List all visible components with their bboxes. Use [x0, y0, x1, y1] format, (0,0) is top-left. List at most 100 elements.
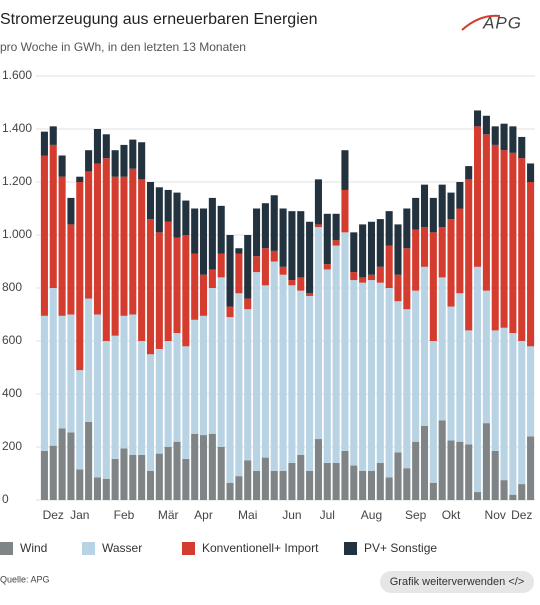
bar-segment: [376, 462, 384, 500]
bar-segment: [85, 298, 93, 422]
bar-segment: [226, 317, 234, 483]
bar-segment: [93, 163, 101, 315]
bar-segment: [49, 144, 57, 288]
bar-segment: [420, 184, 429, 228]
bar-segment: [429, 197, 437, 233]
bar-segment: [500, 150, 508, 328]
bar-segment: [314, 227, 322, 440]
bar-segment: [279, 274, 287, 471]
bar-segment: [412, 290, 420, 442]
x-tick-label: Okt: [442, 508, 461, 522]
bar-segment: [49, 445, 57, 500]
bar-segment: [385, 245, 393, 288]
bar-segment: [182, 458, 190, 500]
bar-segment: [111, 458, 119, 500]
bar-segment: [376, 219, 384, 267]
bar-segment: [76, 469, 84, 500]
bar-segment: [376, 266, 384, 283]
bar-segment: [120, 448, 128, 500]
bar-segment: [173, 333, 181, 442]
bar-segment: [191, 208, 199, 254]
legend-label: Konventionell+ Import: [202, 541, 319, 555]
bar-segment: [217, 447, 225, 500]
bar-segment: [138, 454, 146, 500]
bar-segment: [164, 189, 172, 222]
bar-segment: [173, 237, 181, 334]
y-tick-label: 800: [2, 280, 22, 294]
bar-segment: [367, 470, 376, 500]
bar-segment: [173, 441, 181, 500]
source: Quelle: APG: [0, 574, 50, 584]
bar-segment: [465, 166, 473, 180]
bar-segment: [509, 494, 517, 500]
bar-segment: [518, 341, 526, 485]
x-tick-label: Jun: [282, 508, 301, 522]
bar-segment: [155, 348, 163, 454]
bar-segment: [199, 315, 208, 436]
bar-segment: [217, 253, 225, 278]
bar-segment: [447, 306, 455, 441]
bar-segment: [93, 129, 101, 164]
bar-segment: [155, 453, 163, 500]
bar-segment: [155, 187, 163, 233]
bar-segment: [482, 423, 490, 500]
bar-segment: [244, 460, 252, 500]
bar-segment: [456, 208, 464, 294]
bar-segment: [235, 476, 243, 500]
bar-segment: [456, 182, 464, 209]
bar-segment: [208, 433, 216, 500]
bar-segment: [244, 309, 252, 461]
legend-label: Wasser: [102, 541, 142, 555]
bar-segment: [102, 478, 110, 500]
bar-segment: [474, 126, 482, 267]
button-label[interactable]: Grafik weiterverwenden </>: [390, 576, 525, 588]
bar-segment: [146, 354, 155, 471]
bar-segment: [367, 274, 376, 281]
chart-title: Stromerzeugung aus erneuerbaren Energien: [0, 11, 318, 28]
bar-segment: [314, 179, 322, 225]
bar-segment: [253, 208, 261, 257]
bar-segment: [429, 232, 437, 341]
x-tick-label: Dez: [511, 508, 532, 522]
bar-segment: [120, 176, 128, 316]
bar-segment: [385, 211, 393, 246]
bar-segment: [129, 168, 137, 315]
bar-segment: [394, 274, 402, 302]
bar-segment: [261, 457, 269, 500]
bar-segment: [58, 428, 66, 500]
bar-segment: [465, 179, 473, 331]
bar-segment: [199, 274, 208, 316]
bar-segment: [403, 208, 411, 249]
bar-segment: [208, 288, 216, 434]
bar-segment: [314, 224, 322, 228]
bar-segment: [341, 232, 349, 451]
x-tick-label: Sep: [405, 508, 427, 522]
bar-segment: [482, 115, 490, 135]
bar-segment: [385, 477, 393, 500]
bar-segment: [403, 309, 411, 469]
x-tick-label: Feb: [114, 508, 135, 522]
bar-segment: [350, 272, 358, 281]
bar-segment: [429, 482, 437, 500]
reuse-button[interactable]: Grafik weiterverwenden </>: [380, 571, 534, 593]
bar-segment: [297, 290, 305, 455]
bar-segment: [367, 221, 376, 275]
bar-segment: [332, 213, 340, 241]
bar-segment: [226, 235, 234, 307]
bar-segment: [509, 333, 517, 495]
button-bg[interactable]: [380, 571, 534, 593]
bar-segment: [518, 484, 526, 500]
bar-segment: [111, 335, 119, 459]
legend-label: Wind: [20, 541, 47, 555]
bar-segment: [474, 110, 482, 127]
bar-segment: [491, 126, 499, 145]
bar-segment: [155, 232, 163, 349]
y-tick-label: 400: [2, 386, 22, 400]
bar-segment: [323, 264, 331, 270]
bar-segment: [465, 330, 473, 445]
bar-segment: [314, 439, 322, 500]
bar-segment: [341, 450, 349, 500]
bar-segment: [67, 314, 75, 433]
bar-segment: [288, 285, 296, 463]
bar-segment: [527, 163, 535, 182]
